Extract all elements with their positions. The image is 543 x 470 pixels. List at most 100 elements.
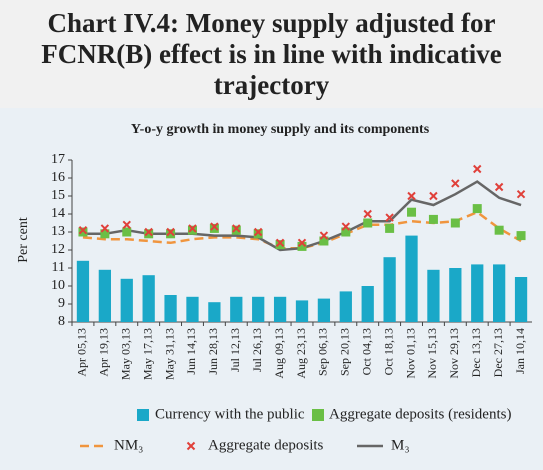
bar (405, 235, 418, 322)
x-tick-label: Jul 12,13 (228, 328, 242, 372)
square-marker (144, 229, 154, 239)
cross-stroke (188, 224, 197, 233)
bar (339, 291, 352, 322)
x-tick-label: Nov 15,13 (425, 328, 439, 379)
cross-stroke (407, 191, 416, 201)
cross-stroke (253, 227, 263, 237)
cross-marker (451, 179, 460, 188)
cross-marker (78, 225, 88, 235)
cross-marker (166, 227, 175, 237)
bar (361, 286, 374, 322)
line (82, 210, 522, 250)
square-marker (275, 240, 285, 250)
bar (317, 298, 331, 322)
cross-stroke (385, 213, 394, 222)
cross-marker (494, 182, 504, 192)
cross-stroke (363, 209, 372, 219)
cross-marker (385, 213, 394, 222)
bar (120, 278, 133, 322)
square-marker (341, 227, 351, 237)
y-tick-label: 11 (52, 260, 65, 275)
bar (142, 275, 155, 322)
x-tick-label: Sep 20,13 (338, 328, 352, 376)
cross-marker (232, 224, 241, 233)
cross-stroke (319, 231, 329, 240)
square-marker (363, 218, 373, 228)
cross-stroke (451, 179, 460, 188)
x-tick-label: Nov 29,13 (447, 328, 461, 379)
y-tick-label: 14 (51, 206, 65, 221)
x-tick-label: Apr 19,13 (97, 328, 111, 377)
square-marker (450, 218, 460, 228)
cross-stroke (516, 189, 526, 199)
x-tick-label: Jun 14,13 (184, 328, 198, 375)
cross-stroke (473, 164, 482, 174)
legend-label: Currency with the public (155, 406, 305, 422)
cross-marker (516, 189, 526, 199)
line (82, 180, 522, 252)
square-marker (187, 225, 197, 235)
cross-marker (144, 227, 153, 237)
square-marker (319, 236, 329, 246)
y-axis-label: Per cent (16, 217, 31, 263)
x-tick-label: Nov 01,13 (403, 328, 417, 379)
square-marker (385, 223, 395, 233)
cross-marker (100, 224, 110, 233)
bar (252, 296, 265, 322)
legend-label: Aggregate deposits (residents) (329, 406, 511, 422)
x-tick-label: Sep 06,13 (316, 328, 330, 376)
chart-title: Chart IV.4: Money supply adjusted for FC… (41, 8, 502, 100)
square-marker (472, 204, 482, 214)
y-tick-label: 9 (58, 296, 65, 311)
bar (230, 296, 243, 322)
cross-stroke (297, 238, 307, 248)
cross-marker (341, 222, 351, 231)
bar (514, 277, 528, 322)
x-tick-label: May 17,13 (140, 328, 154, 380)
square-marker (100, 229, 110, 239)
square-marker (428, 214, 438, 224)
cross-stroke (122, 220, 131, 230)
legend-label: NM₃ (114, 437, 143, 453)
header: Chart IV.4: Money supply adjusted for FC… (0, 0, 543, 108)
bar (449, 268, 462, 322)
legend-swatch (137, 409, 149, 421)
cross-stroke (210, 222, 219, 231)
y-tick-label: 8 (58, 314, 65, 329)
cross-stroke (78, 225, 88, 235)
square-marker (494, 225, 504, 235)
cross-marker (210, 222, 219, 231)
x-tick-label: Jul 26,13 (250, 328, 264, 372)
cross-stroke (144, 227, 153, 237)
legend-label: Aggregate deposits (208, 437, 324, 453)
bar (493, 264, 506, 322)
bar (383, 257, 396, 322)
square-marker (407, 207, 417, 217)
bar (273, 296, 287, 322)
x-tick-label: Oct 04,13 (359, 328, 373, 375)
cross-stroke (166, 227, 175, 237)
square-marker (253, 229, 263, 239)
cross-marker (253, 227, 263, 237)
cross-stroke (232, 224, 241, 233)
bar (295, 300, 309, 322)
square-marker (78, 227, 88, 237)
cross-stroke (275, 238, 285, 248)
legend-swatch (186, 441, 196, 451)
x-tick-label: Jan 10,14 (513, 328, 527, 374)
cross-stroke (494, 182, 504, 192)
legend-swatch (312, 409, 324, 421)
cross-marker (473, 164, 482, 174)
square-marker (231, 225, 241, 235)
x-tick-label: May 31,13 (162, 328, 176, 380)
bar (427, 269, 440, 322)
cross-stroke (186, 441, 196, 451)
cross-stroke (341, 222, 351, 231)
x-tick-label: Jun 28,13 (206, 328, 220, 375)
x-tick-label: Dec 27,13 (491, 328, 505, 377)
x-tick-label: May 03,13 (119, 328, 133, 380)
square-marker (122, 227, 132, 237)
y-tick-label: 13 (51, 224, 65, 239)
